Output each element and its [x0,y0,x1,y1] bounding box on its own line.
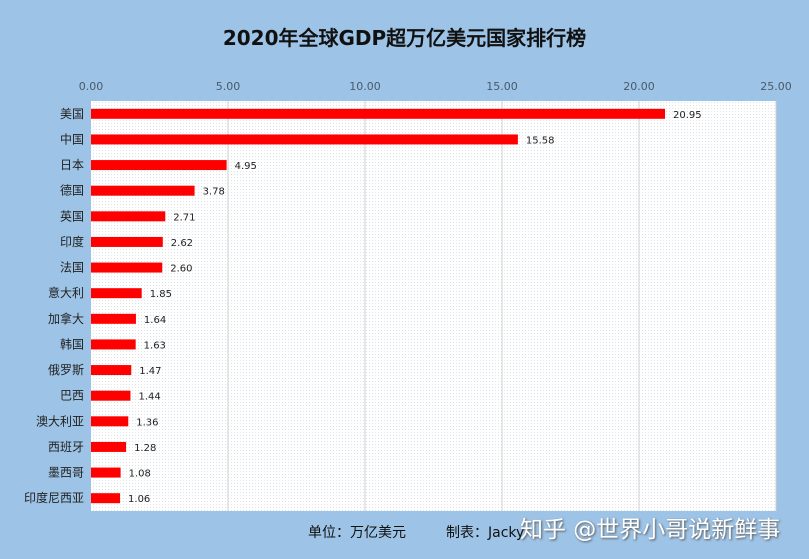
chart-title: 2020年全球GDP超万亿美元国家排行榜 [222,26,587,50]
bar [91,160,227,171]
data-label: 1.47 [139,366,161,377]
bar [91,493,121,504]
bar [91,288,142,299]
unit-note: 单位：万亿美元 [308,525,406,541]
data-label: 1.06 [128,494,150,505]
y-category-label: 意大利 [48,285,84,300]
y-category-label: 法国 [60,261,84,275]
y-category-label: 加拿大 [48,311,84,326]
y-category-label: 俄罗斯 [48,363,84,377]
y-category-label: 印度 [60,234,84,249]
bar [91,236,163,247]
y-category-label: 西班牙 [48,440,84,454]
data-label: 1.85 [150,289,172,300]
x-tick-label: 10.00 [349,80,381,93]
y-category-label: 墨西哥 [48,466,84,480]
data-label: 1.08 [129,469,151,480]
bar [91,339,136,350]
y-category-label: 印度尼西亚 [24,490,84,505]
bar [91,416,129,427]
data-label: 1.44 [138,392,160,403]
y-category-label: 美国 [60,107,84,121]
watermark: 知乎 @世界小哥说新鲜事 [520,517,781,543]
bar [91,134,518,145]
data-label: 1.64 [144,315,166,326]
author-note: 制表：Jacky [446,525,525,541]
y-category-label: 韩国 [60,336,84,351]
data-label: 1.28 [134,443,156,454]
bar [91,467,121,478]
data-label: 4.95 [235,161,257,172]
data-label: 2.62 [171,238,193,249]
bar [91,365,132,376]
data-label: 2.71 [173,212,195,223]
y-category-label: 澳大利亚 [36,414,84,428]
bar [91,313,136,324]
bar [91,108,666,119]
y-category-label: 英国 [60,209,84,223]
x-tick-label: 25.00 [760,80,792,93]
x-tick-label: 20.00 [623,80,655,93]
data-label: 3.78 [203,187,225,198]
bar [91,262,163,273]
x-tick-label: 5.00 [216,80,241,93]
bar [91,185,195,196]
y-category-label: 日本 [60,158,84,172]
data-label: 20.95 [673,110,702,121]
data-label: 1.63 [144,340,166,351]
data-label: 1.36 [136,417,158,428]
bar [91,390,131,401]
data-label: 15.58 [526,135,555,146]
y-category-label: 巴西 [60,389,84,403]
y-category-label: 中国 [60,131,84,146]
data-label: 2.60 [170,264,192,275]
bar [91,211,166,222]
x-tick-label: 0.00 [79,80,104,93]
y-category-label: 德国 [60,183,84,198]
x-tick-label: 15.00 [486,80,518,93]
bar [91,441,127,452]
